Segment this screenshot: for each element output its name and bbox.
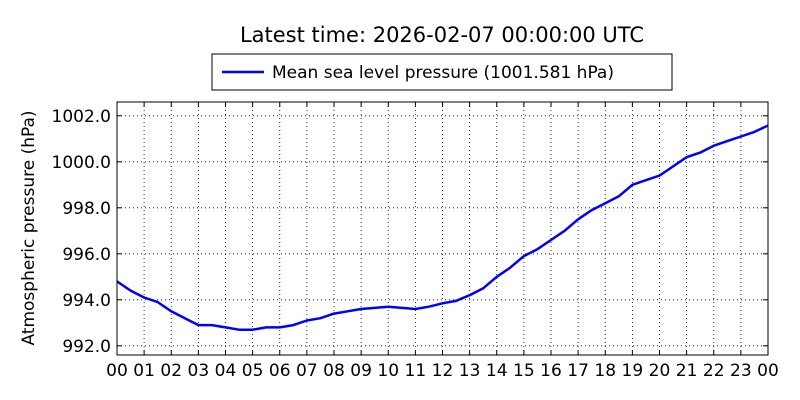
x-tick-label: 10 bbox=[377, 361, 399, 381]
x-tick-label: 15 bbox=[513, 361, 535, 381]
x-tick-label: 21 bbox=[676, 361, 698, 381]
x-tick-label: 19 bbox=[622, 361, 644, 381]
axis-ticks bbox=[116, 102, 769, 355]
x-tick-label: 05 bbox=[242, 361, 264, 381]
x-tick-label: 09 bbox=[350, 361, 372, 381]
legend-entry: Mean sea level pressure (1001.581 hPa) bbox=[272, 63, 614, 83]
x-tick-label: 11 bbox=[405, 361, 427, 381]
x-tick-label: 14 bbox=[486, 361, 508, 381]
grid bbox=[117, 102, 768, 355]
x-tick-label: 07 bbox=[296, 361, 318, 381]
x-tick-labels: 00 01 02 03 04 05 06 07 08 09 10 11 12 13 14 15 16 17 18 19… bbox=[106, 361, 779, 381]
y-tick-label: 998.0 bbox=[62, 199, 111, 219]
x-tick-label: 01 bbox=[133, 361, 155, 381]
x-tick-label: 12 bbox=[432, 361, 454, 381]
x-tick-label: 06 bbox=[269, 361, 291, 381]
x-tick-label: 20 bbox=[649, 361, 671, 381]
plot-frame bbox=[116, 101, 769, 356]
chart-title: Latest time: 2026-02-07 00:00:00 UTC bbox=[240, 23, 644, 47]
y-axis-label: Atmospheric pressure (hPa) bbox=[19, 110, 39, 345]
y-tick-label: 992.0 bbox=[62, 337, 111, 357]
x-tick-label: 18 bbox=[594, 361, 616, 381]
x-tick-label: 03 bbox=[188, 361, 210, 381]
x-tick-label: 17 bbox=[567, 361, 589, 381]
x-tick-label: 02 bbox=[160, 361, 182, 381]
legend: Mean sea level pressure (1001.581 hPa) bbox=[211, 53, 673, 91]
x-tick-label: 00 bbox=[757, 361, 779, 381]
x-tick-label: 08 bbox=[323, 361, 345, 381]
x-tick-label: 22 bbox=[703, 361, 725, 381]
series-line-mean-sea-level-pressure bbox=[116, 124, 769, 331]
x-tick-label: 04 bbox=[215, 361, 237, 381]
y-tick-label: 996.0 bbox=[62, 245, 111, 265]
y-tick-label: 994.0 bbox=[62, 291, 111, 311]
x-tick-label: 13 bbox=[459, 361, 481, 381]
x-tick-label: 00 bbox=[106, 361, 128, 381]
legend-box bbox=[211, 53, 673, 91]
y-tick-labels: 992.0 994.0 996.0 998.0 1000.0 1002.0 bbox=[52, 107, 111, 357]
x-tick-label: 16 bbox=[540, 361, 562, 381]
x-tick-label: 23 bbox=[730, 361, 752, 381]
y-tick-label: 1002.0 bbox=[52, 107, 111, 127]
y-tick-label: 1000.0 bbox=[52, 153, 111, 173]
